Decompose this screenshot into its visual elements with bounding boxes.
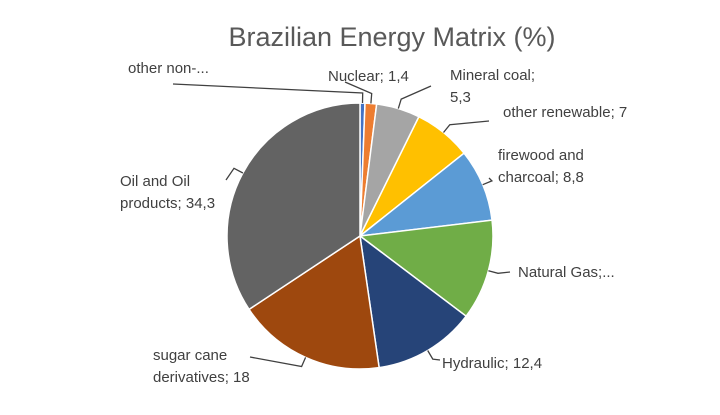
leader-line-nuclear [344,81,373,104]
leader-line-oil-and-oil-products [225,167,244,181]
data-label-mineral-coal: Mineral coal; 5,3 [450,67,535,106]
data-label-nuclear: Nuclear; 1,4 [328,68,409,85]
leader-line-hydraulic [427,350,441,361]
leader-line-firewood-and-charcoal [482,177,494,186]
chart-title: Brazilian Energy Matrix (%) [228,22,555,52]
data-label-other-renewable: other renewable; 7 [503,104,627,121]
data-label-hydraulic: Hydraulic; 12,4 [442,355,542,372]
pie-slices [226,102,494,370]
data-label-firewood-and-charcoal: firewood and charcoal; 8,8 [498,147,584,186]
leader-lines [172,81,511,368]
leader-line-natural-gas [488,270,511,274]
leader-line-mineral-coal [397,85,432,109]
pie-slice-sugar-cane-derivatives [248,234,381,370]
data-label-oil-and-oil-products: Oil and Oil products; 34,3 [120,173,215,212]
data-labels: other non-... Nuclear; 1,4 Mineral coal; 5,… [120,60,627,386]
data-label-other-non-renewable: other non-... [128,60,209,77]
data-label-sugar-cane-derivatives: sugar cane derivatives; 18 [153,347,250,386]
leader-line-other-renewable [442,120,490,133]
data-label-natural-gas: Natural Gas;... [518,264,615,281]
leader-line-other-non-renewable [172,83,364,104]
pie-slice-natural-gas [358,219,494,318]
pie-slice-hydraulic [358,234,468,369]
leader-line-sugar-cane-derivatives [249,356,307,368]
